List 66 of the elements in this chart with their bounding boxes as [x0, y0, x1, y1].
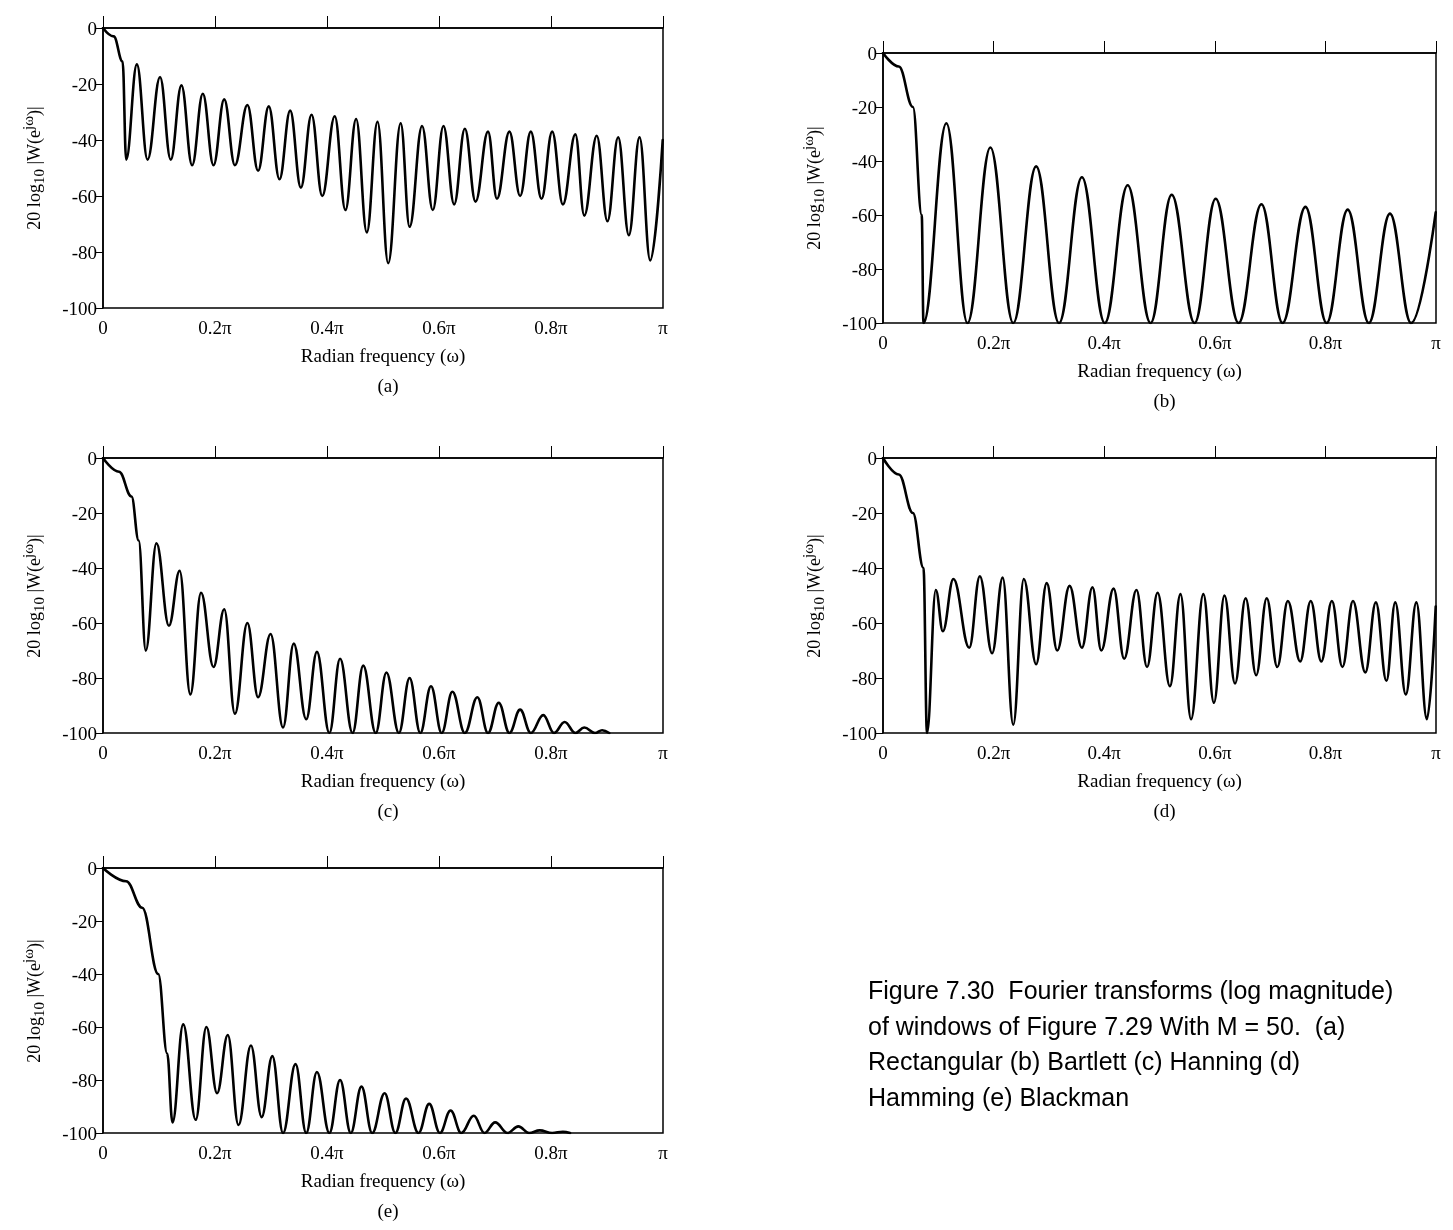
y-tick-label: -20 [71, 73, 97, 95]
text: (d) [1153, 800, 1176, 822]
x-tick-label: π [1431, 332, 1442, 353]
y-tick-label: -60 [851, 204, 877, 226]
x-tick-label: π [658, 742, 669, 763]
x-tick-label: 0.4π [310, 1142, 345, 1163]
y-tick-label: -60 [71, 612, 97, 634]
y-tick-label: -80 [851, 667, 877, 689]
x-tick-label: 0.6π [422, 317, 457, 338]
y-tick-label: 0 [87, 17, 97, 39]
x-axis-title: Radian frequency (ω) [300, 1170, 466, 1192]
x-tick-label: 0.4π [310, 317, 345, 338]
y-tick-label: -40 [71, 129, 97, 151]
x-tick-label: 0.4π [1087, 742, 1122, 763]
x-tick-label: 0.8π [534, 317, 569, 338]
x-tick-label: 0.8π [534, 742, 569, 763]
x-tick-label: 0.6π [1198, 332, 1232, 353]
y-tick-label: 0 [87, 857, 97, 879]
y-tick-label: -80 [71, 1069, 97, 1091]
y-tick-label: -100 [62, 1122, 97, 1144]
x-tick-label: π [658, 317, 669, 338]
x-tick-label: 0.2π [976, 332, 1011, 353]
x-tick-label: 0.6π [422, 1142, 457, 1163]
y-tick-label: -80 [71, 667, 97, 689]
x-tick-label: π [658, 1142, 669, 1163]
x-tick-label: 0.8π [1308, 332, 1343, 353]
y-tick-label: -100 [62, 297, 97, 319]
y-tick-label: -40 [71, 963, 97, 985]
text: (e) [377, 1200, 399, 1222]
y-tick-label: -20 [71, 910, 97, 932]
caption: Figure 7.30 Fourier transforms (log magnitude) of windows of Figure 7.29 With M = 50. (a) Rectangular (b) Bartlett (c) Hanning (d) Hamming (e) Blackman [868, 975, 1395, 1113]
x-tick-label: 0.8π [1308, 742, 1343, 763]
x-axis-title: Radian frequency (ω) [1077, 770, 1242, 792]
text: (a) [377, 375, 399, 397]
x-tick-label: 0.4π [1087, 332, 1122, 353]
y-tick-label: 0 [87, 447, 97, 469]
y-tick-label: -80 [71, 241, 97, 263]
y-tick-label: -40 [851, 150, 877, 172]
x-tick-label: 0.6π [422, 742, 457, 763]
x-tick-label: 0.2π [198, 742, 233, 763]
text: (c) [377, 800, 399, 822]
x-tick-label: 0.2π [976, 742, 1011, 763]
y-tick-label: -20 [851, 96, 877, 118]
y-tick-label: -100 [842, 312, 877, 334]
y-tick-label: -80 [851, 258, 877, 280]
y-tick-label: -40 [851, 557, 877, 579]
x-tick-label: 0.6π [1198, 742, 1232, 763]
y-tick-label: 0 [867, 447, 877, 469]
y-tick-label: -20 [71, 502, 97, 524]
x-axis-title: Radian frequency (ω) [300, 345, 466, 367]
x-tick-label: 0.2π [198, 1142, 233, 1163]
x-tick-label: 0.4π [310, 742, 345, 763]
x-tick-label: 0.2π [198, 317, 233, 338]
y-tick-label: -20 [851, 502, 877, 524]
x-tick-label: 0.8π [534, 1142, 569, 1163]
y-tick-label: -60 [851, 612, 877, 634]
y-tick-label: 0 [867, 42, 877, 64]
x-axis-title: Radian frequency (ω) [1077, 360, 1242, 382]
y-tick-label: -60 [71, 185, 97, 207]
y-tick-label: -100 [842, 722, 877, 744]
y-tick-label: -100 [62, 722, 97, 744]
x-tick-label: π [1431, 742, 1442, 763]
y-tick-label: -40 [71, 557, 97, 579]
text: (b) [1153, 390, 1176, 412]
y-tick-label: -60 [71, 1016, 97, 1038]
x-axis-title: Radian frequency (ω) [300, 770, 466, 792]
